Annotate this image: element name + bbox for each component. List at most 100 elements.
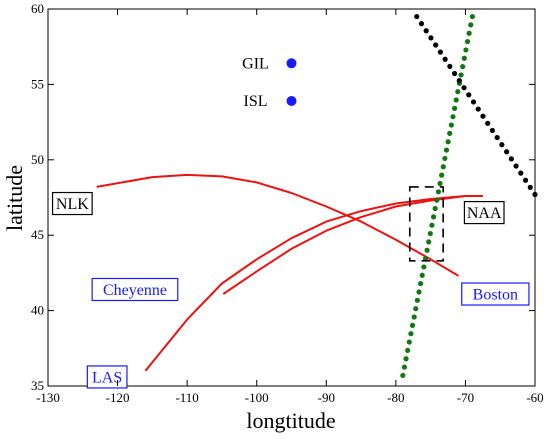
series-dot	[428, 35, 434, 41]
points-layer: GIL ISL	[242, 55, 297, 110]
series-dot	[455, 89, 461, 95]
series-dot	[458, 72, 464, 78]
series-dot	[400, 372, 406, 379]
series-dot	[427, 230, 433, 237]
series-dot	[461, 55, 467, 61]
x-axis-label: longtitude	[246, 408, 335, 433]
ticks-layer: -130 -120 -110 -100 -90 -80 -70 -60 35 40 45 50 55 60	[31, 1, 544, 405]
series-dot	[470, 99, 477, 105]
label-text: Boston	[473, 287, 518, 304]
series-dot	[405, 347, 411, 354]
series-dotted-4	[414, 13, 538, 198]
label-text: NLK	[56, 196, 89, 213]
y-axis-label: latitude	[2, 165, 27, 231]
series-dot	[466, 92, 472, 98]
series-dot	[413, 306, 419, 312]
series-dot	[424, 247, 430, 253]
region-box	[408, 186, 444, 262]
label-naa: NAA	[463, 200, 505, 225]
series-dot	[504, 149, 510, 155]
series-dot	[422, 255, 429, 262]
series-dot	[408, 331, 414, 337]
series-line-2	[222, 195, 483, 295]
series-layer	[96, 13, 538, 379]
label-boston: Boston	[461, 282, 530, 306]
label-cheyenne: Cheyenne	[91, 277, 179, 302]
series-dot	[437, 49, 443, 55]
series-dot	[518, 170, 524, 176]
x-tick-label-7: -60	[526, 390, 543, 405]
x-tick-label-6: -70	[457, 390, 474, 405]
series-dot	[475, 106, 481, 112]
x-tick-label-5: -80	[387, 390, 404, 405]
series-dot	[445, 139, 451, 145]
series-dot	[448, 122, 454, 128]
x-tick-label-4: -90	[318, 390, 335, 405]
series-dot	[437, 180, 443, 187]
label-box	[86, 365, 128, 389]
series-dot	[456, 77, 462, 84]
series-dot	[464, 38, 471, 45]
series-dot	[414, 13, 420, 20]
series-dot	[411, 314, 417, 320]
series-dot	[453, 97, 459, 103]
series-dot	[401, 364, 408, 370]
series-dot	[469, 13, 475, 20]
series-dot	[443, 147, 450, 153]
x-tick-label-0: -130	[36, 390, 60, 405]
station-point-isl	[286, 95, 297, 106]
series-dot	[463, 47, 469, 53]
series-dot	[418, 21, 425, 27]
series-line-0	[96, 173, 460, 277]
series-dot	[461, 85, 467, 91]
y-tick-label-5: 60	[31, 1, 44, 16]
series-dot	[434, 197, 440, 203]
series-dot	[442, 56, 448, 62]
label-box	[463, 200, 505, 225]
series-dot	[522, 177, 529, 183]
labels-layer: NLK NAA Cheyenne Boston LAS	[51, 191, 530, 389]
series-dot	[450, 114, 456, 120]
x-tick-label-3: -100	[245, 390, 269, 405]
y-tick-label-3: 50	[31, 152, 44, 167]
series-dot	[485, 120, 491, 126]
series-dot	[451, 70, 458, 77]
series-dot	[494, 134, 500, 141]
series-dot	[480, 113, 486, 119]
station-label-gil: GIL	[242, 55, 269, 72]
label-text: NAA	[467, 205, 502, 222]
label-text: LAS	[92, 369, 122, 386]
x-tick-label-1: -120	[106, 390, 130, 405]
y-tick-label-1: 40	[31, 303, 44, 318]
station-point-gil	[286, 58, 297, 69]
series-dot	[419, 272, 425, 278]
region-layer	[408, 186, 444, 262]
label-text: Cheyenne	[103, 282, 167, 299]
series-dot	[414, 297, 420, 303]
y-tick-label-4: 55	[31, 76, 44, 91]
series-dot	[451, 105, 458, 111]
series-dot	[403, 356, 409, 362]
series-dot	[432, 205, 438, 212]
series-dot	[435, 189, 442, 195]
station-label-isl: ISL	[244, 93, 268, 110]
series-dot	[468, 22, 474, 28]
series-dot	[429, 222, 435, 228]
series-dot	[508, 156, 514, 162]
label-box	[51, 191, 93, 216]
series-dot	[421, 264, 427, 270]
series-dot	[527, 184, 533, 190]
series-dot	[433, 42, 439, 48]
series-dot	[499, 142, 505, 148]
series-dot	[532, 191, 538, 198]
label-nlk: NLK	[51, 191, 93, 216]
label-box	[91, 277, 179, 302]
series-dot	[447, 63, 453, 69]
series-dot	[430, 214, 437, 220]
y-tick-label-0: 35	[31, 378, 44, 393]
series-dot	[447, 130, 453, 136]
series-dot	[439, 172, 445, 178]
label-box	[461, 282, 530, 306]
series-dot	[418, 281, 424, 287]
